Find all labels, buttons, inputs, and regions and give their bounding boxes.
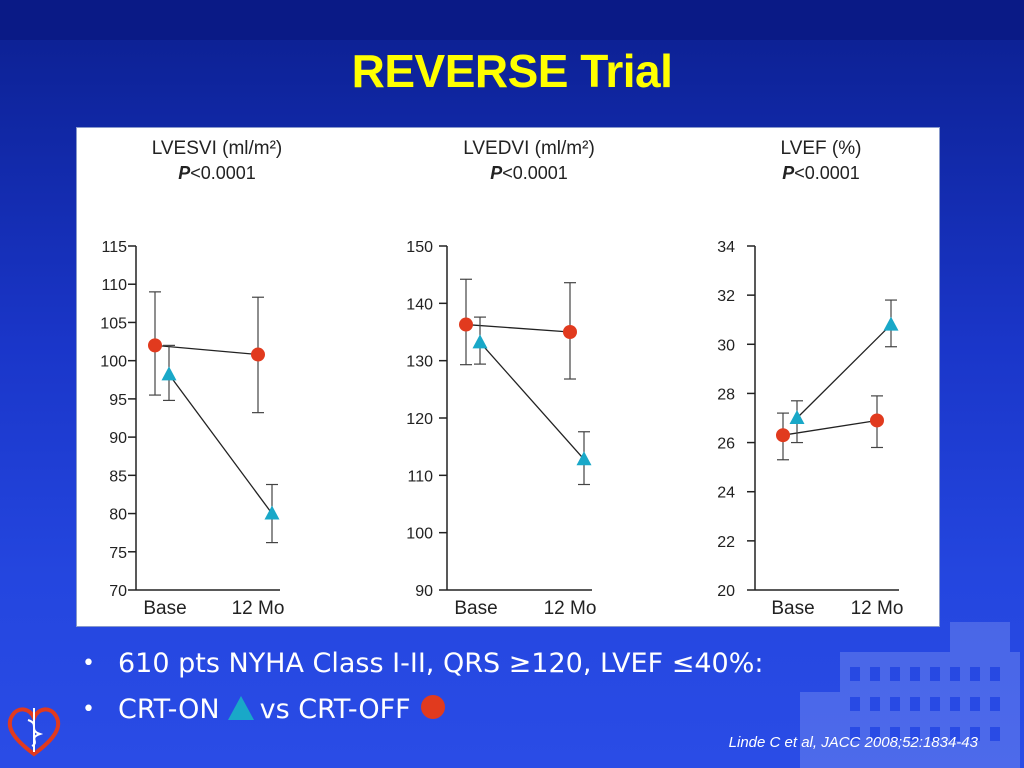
- series-line: [154, 344, 259, 356]
- y-tick-label: 26: [717, 436, 735, 453]
- x-tick-label: 12 Mo: [232, 598, 285, 619]
- chart-title: LVEF (%): [781, 138, 862, 159]
- crt-on-point: [161, 366, 177, 381]
- bullet-item-legend: • CRT-ON vs CRT-OFF: [82, 686, 842, 732]
- citation: Linde C et al, JACC 2008;52:1834-43: [728, 734, 978, 751]
- chart-p-value: P<0.0001: [782, 163, 860, 183]
- bullet-text-population: 610 pts NYHA Class I-II, QRS ≥120, LVEF …: [118, 647, 764, 679]
- y-tick-label: 90: [415, 583, 433, 600]
- crt-off-point: [563, 325, 577, 339]
- bullet-item-population: • 610 pts NYHA Class I-II, QRS ≥120, LVE…: [82, 640, 842, 686]
- figure-panel: LVESVI (ml/m²) P<0.0001 115 110 105 100 95 90 85…: [76, 127, 940, 627]
- crt-off-point: [148, 338, 162, 353]
- y-tick-label: 130: [406, 354, 433, 371]
- series-line: [168, 374, 273, 514]
- y-tick-label: 140: [406, 296, 433, 313]
- y-tick-label: 30: [717, 337, 735, 354]
- crt-on-triangle-icon: [227, 696, 254, 720]
- building-decoration: [800, 622, 1020, 768]
- series-line: [782, 419, 878, 436]
- crt-off-point: [459, 317, 473, 332]
- y-tick-label: 90: [109, 430, 127, 447]
- bullet-symbol: •: [82, 650, 95, 676]
- y-tick-label: 80: [109, 507, 127, 524]
- crt-on-point: [472, 334, 488, 349]
- y-tick-label: 75: [109, 545, 127, 562]
- x-tick-label: 12 Mo: [851, 598, 904, 619]
- y-tick-label: 24: [717, 485, 735, 502]
- x-tick-label: 12 Mo: [544, 598, 597, 619]
- x-tick-label: Base: [771, 598, 814, 619]
- series-line: [479, 341, 585, 460]
- crt-off-point: [251, 347, 265, 362]
- series-line: [796, 324, 892, 419]
- series-line: [465, 323, 571, 333]
- y-tick-label: 150: [406, 239, 433, 256]
- crt-on-point: [883, 316, 899, 331]
- legend-crt-off-label: vs CRT-OFF: [259, 693, 411, 725]
- y-tick-label: 115: [101, 239, 127, 256]
- slide-title: REVERSE Trial: [351, 45, 673, 97]
- y-tick-label: 22: [717, 534, 735, 551]
- y-tick-label: 70: [109, 583, 127, 600]
- y-tick-label: 110: [407, 468, 433, 485]
- y-tick-label: 100: [406, 526, 433, 543]
- crt-off-point: [776, 428, 790, 443]
- figure-svg: LVESVI (ml/m²) P<0.0001 115 110 105 100 95 90 85…: [100, 138, 904, 619]
- legend-crt-on-label: CRT-ON: [118, 693, 220, 725]
- y-tick-label: 85: [109, 468, 127, 485]
- x-tick-label: Base: [454, 598, 497, 619]
- chart-title: LVESVI (ml/m²): [152, 138, 283, 159]
- y-tick-label: 34: [717, 239, 735, 256]
- y-tick-label: 105: [100, 315, 127, 332]
- y-tick-label: 110: [101, 277, 127, 294]
- crt-off-circle-icon: [420, 695, 445, 719]
- chart-title: LVEDVI (ml/m²): [463, 138, 595, 159]
- chart-p-value: P<0.0001: [490, 163, 568, 183]
- y-tick-label: 95: [109, 392, 127, 409]
- bullet-symbol: •: [82, 696, 95, 722]
- crt-off-point: [870, 413, 884, 428]
- y-tick-label: 120: [406, 411, 433, 428]
- crt-on-point: [576, 451, 592, 466]
- crt-on-point: [789, 410, 805, 424]
- y-tick-label: 32: [717, 288, 735, 305]
- heart-caduceus-logo: [7, 707, 61, 757]
- y-tick-label: 28: [717, 386, 735, 403]
- bullet-list: • 610 pts NYHA Class I-II, QRS ≥120, LVE…: [82, 640, 842, 732]
- y-tick-label: 20: [717, 583, 735, 600]
- chart-p-value: P<0.0001: [178, 163, 256, 183]
- top-band: [0, 0, 1024, 40]
- crt-on-point: [264, 505, 280, 520]
- y-tick-label: 100: [100, 354, 127, 371]
- x-tick-label: Base: [143, 598, 186, 619]
